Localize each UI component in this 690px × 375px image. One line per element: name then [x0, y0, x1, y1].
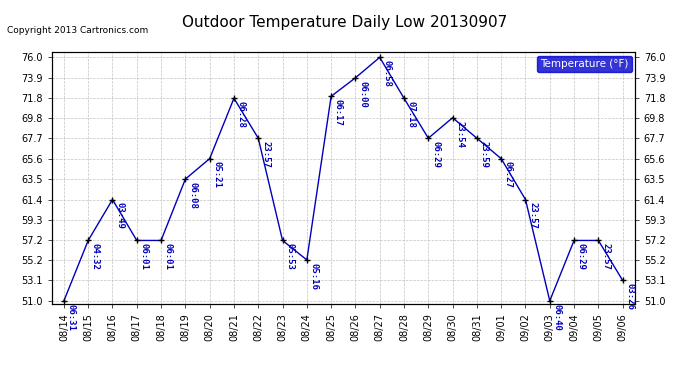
Text: 06:01: 06:01: [164, 243, 173, 270]
Text: 05:21: 05:21: [213, 161, 221, 188]
Text: 23:59: 23:59: [480, 141, 489, 168]
Text: Copyright 2013 Cartronics.com: Copyright 2013 Cartronics.com: [7, 26, 148, 35]
Text: 07:18: 07:18: [407, 101, 416, 128]
Text: 03:26: 03:26: [625, 283, 634, 310]
Text: 06:17: 06:17: [334, 99, 343, 126]
Text: 06:01: 06:01: [139, 243, 148, 270]
Text: 05:53: 05:53: [286, 243, 295, 270]
Text: 06:08: 06:08: [188, 182, 197, 209]
Text: 23:57: 23:57: [261, 141, 270, 168]
Text: 06:29: 06:29: [431, 141, 440, 168]
Text: 05:16: 05:16: [310, 263, 319, 290]
Text: 06:29: 06:29: [577, 243, 586, 270]
Legend: Temperature (°F): Temperature (°F): [537, 56, 631, 72]
Text: 06:58: 06:58: [382, 60, 391, 87]
Text: 06:31: 06:31: [67, 304, 76, 330]
Text: 04:32: 04:32: [91, 243, 100, 270]
Text: 06:27: 06:27: [504, 161, 513, 188]
Text: Outdoor Temperature Daily Low 20130907: Outdoor Temperature Daily Low 20130907: [182, 15, 508, 30]
Text: 23:54: 23:54: [455, 120, 464, 147]
Text: 23:57: 23:57: [601, 243, 610, 270]
Text: 03:49: 03:49: [115, 202, 124, 229]
Text: 23:57: 23:57: [529, 202, 538, 229]
Text: 06:28: 06:28: [237, 101, 246, 128]
Text: 06:40: 06:40: [553, 304, 562, 330]
Text: 06:00: 06:00: [358, 81, 367, 108]
